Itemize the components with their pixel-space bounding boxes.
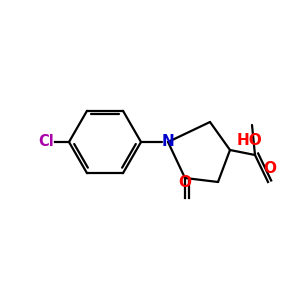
Text: N: N xyxy=(162,134,174,149)
Text: HO: HO xyxy=(237,133,263,148)
Text: Cl: Cl xyxy=(38,134,54,149)
Text: O: O xyxy=(263,161,277,176)
Text: O: O xyxy=(178,175,191,190)
